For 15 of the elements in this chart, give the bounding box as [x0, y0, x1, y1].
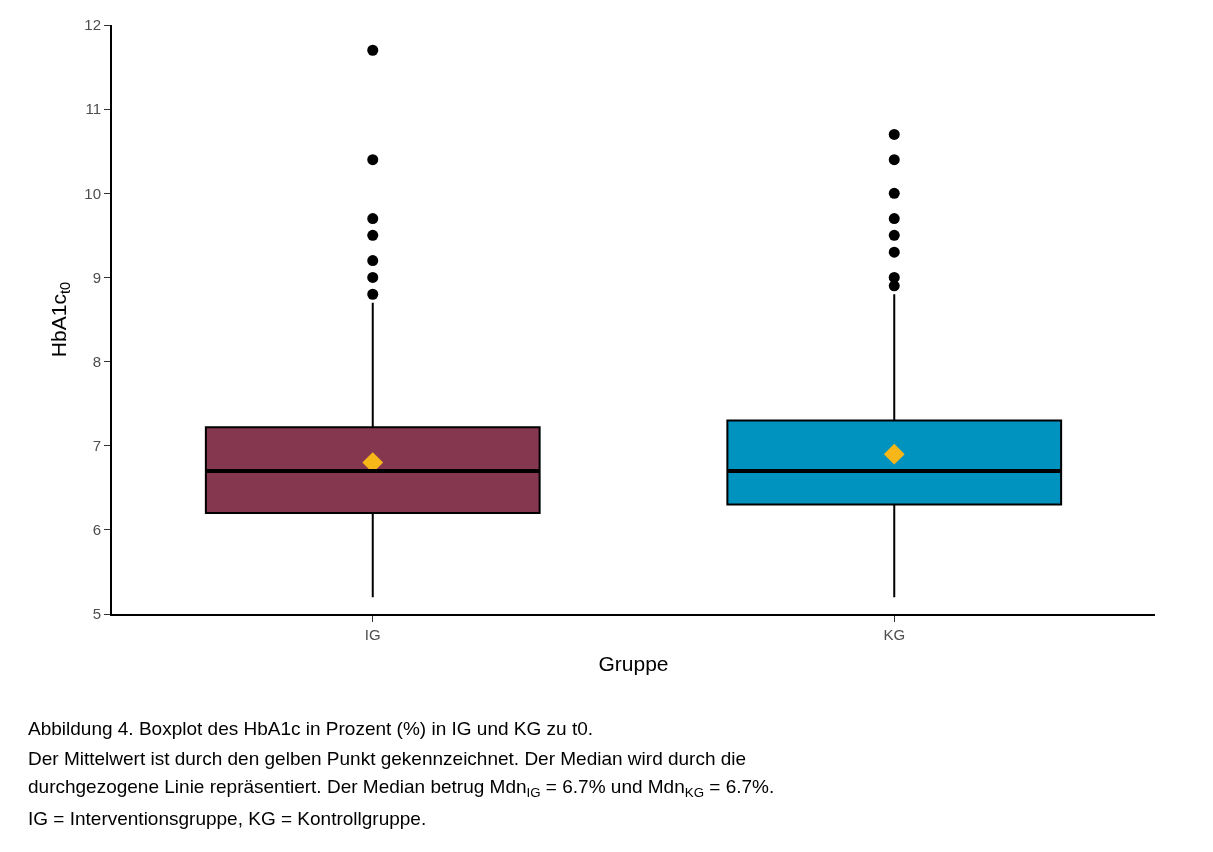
y-tick-label: 12: [84, 16, 101, 34]
y-tick-label: 6: [92, 521, 101, 539]
text: IG = Interventionsgruppe, KG = Kontrollgruppe.: [28, 808, 427, 829]
y-tick-label: 9: [92, 268, 101, 286]
y-tick-label: 7: [92, 436, 101, 454]
text: Abbildung 4. Boxplot des HbA1c in Prozent (%) in IG und KG zu t0.: [28, 718, 594, 739]
x-tick-label: IG: [364, 626, 381, 643]
y-tick-label: 5: [92, 605, 101, 623]
x-axis-title: Gruppe: [598, 651, 669, 675]
y-tick-label: 11: [85, 100, 101, 118]
x-tick-label: KG: [883, 626, 906, 643]
text: durchgezogene Linie repräsentiert. Der Median betrug Mdn$_{IG}$ = 6.7% und Mdn$_{KG}$ = 6.7%.: [28, 776, 775, 800]
y-tick-label: 10: [84, 184, 101, 202]
text: Der Mittelwert ist durch den gelben Punkt gekennzeichnet. Der Median wird durch die: [28, 748, 747, 769]
y-tick-label: 8: [92, 352, 101, 370]
